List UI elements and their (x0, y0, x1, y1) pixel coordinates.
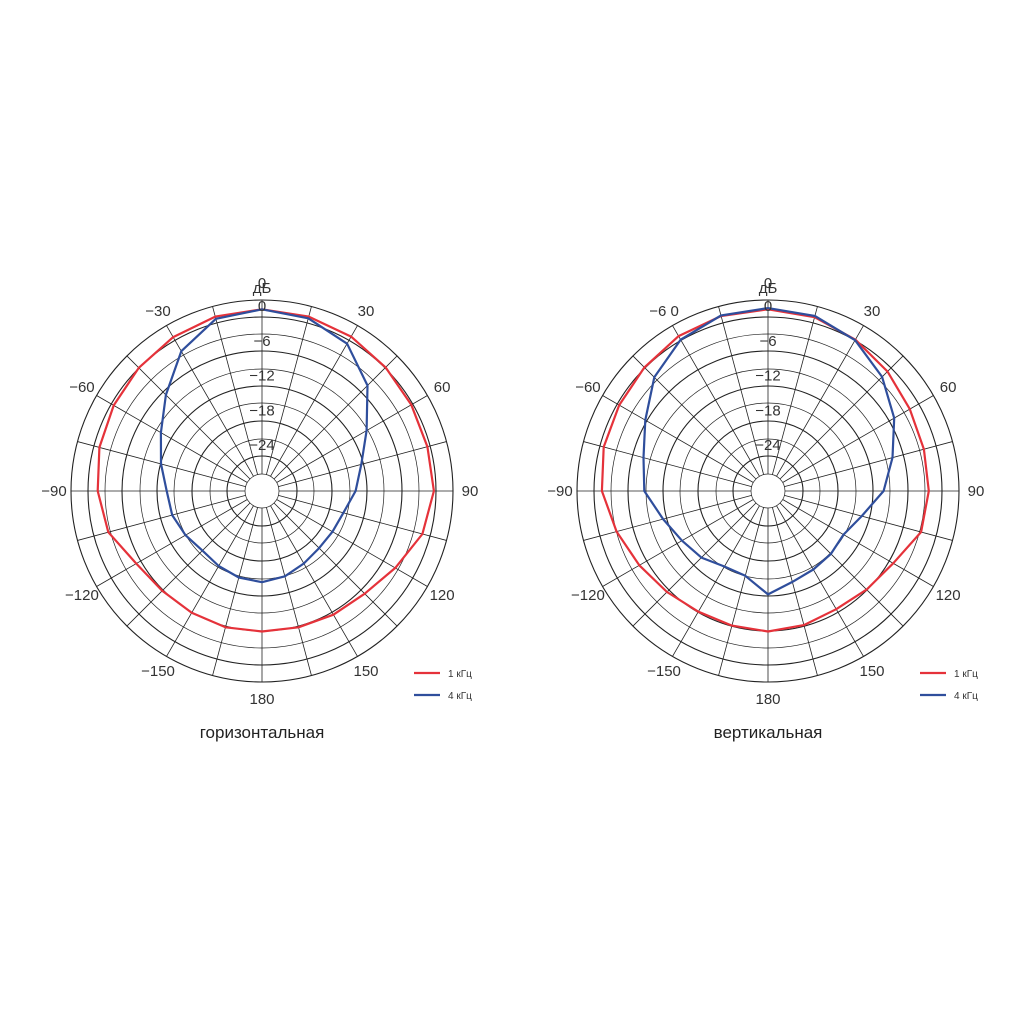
unit-label: дБ (759, 280, 778, 297)
grid-spoke (96, 395, 248, 483)
grid-spoke (782, 499, 934, 587)
legend-vertical: 1 кГц 4 кГц (920, 669, 978, 702)
angle-tick-label: 90 (968, 483, 985, 500)
grid-spoke (718, 507, 764, 676)
grid-spoke (273, 502, 398, 627)
grid-spoke (772, 306, 818, 475)
db-tick-label: −6 (759, 333, 776, 350)
db-tick-label: −12 (755, 368, 780, 385)
grid-spoke (718, 306, 764, 475)
grid-spoke (583, 441, 752, 487)
grid-ring (750, 473, 786, 509)
grid-spoke (276, 499, 428, 587)
grid-spoke (776, 325, 864, 477)
angle-tick-label: 180 (249, 691, 274, 708)
angle-tick-label: 120 (430, 587, 455, 604)
grid-spoke (782, 395, 934, 483)
angle-tick-label: 60 (940, 379, 957, 396)
db-tick-labels: 0 −6 −12 −18 −24 (755, 298, 780, 454)
angle-tick-label: −120 (571, 587, 605, 604)
angle-tick-label: 30 (864, 303, 881, 320)
angle-tick-label: −60 (575, 379, 600, 396)
grid-spoke (779, 355, 904, 480)
grid-spoke (632, 502, 757, 627)
legend-label-4khz: 4 кГц (448, 691, 472, 702)
grid-spoke (583, 495, 752, 541)
angle-tick-label: −90 (547, 483, 572, 500)
series-line-1khz (96, 308, 435, 633)
chart-caption-vertical: вертикальная (714, 723, 823, 742)
angle-tick-label: −6 0 (649, 303, 679, 320)
grid-spoke (212, 507, 258, 676)
db-tick-label: −24 (755, 437, 780, 454)
grid-spoke (266, 306, 312, 475)
grid-spoke (96, 499, 248, 587)
grid-spoke (273, 355, 398, 480)
grid-ring (244, 473, 280, 509)
grid-spoke (672, 325, 760, 477)
grid-spoke (276, 395, 428, 483)
grid-spoke (602, 499, 754, 587)
grid-spoke (784, 495, 953, 541)
angle-tick-label: 30 (358, 303, 375, 320)
unit-label: дБ (253, 280, 272, 297)
db-tick-label: −24 (249, 437, 274, 454)
angle-tick-label: −120 (65, 587, 99, 604)
grid-spoke (779, 502, 904, 627)
legend-horizontal: 1 кГц 4 кГц (414, 669, 472, 702)
grid-spoke (602, 395, 754, 483)
angle-tick-label: −150 (647, 663, 681, 680)
grid-spoke (126, 355, 251, 480)
grid-spoke (776, 505, 864, 657)
angle-tick-label: 150 (859, 663, 884, 680)
angle-tick-label: 120 (936, 587, 961, 604)
angle-tick-label: 0 (764, 275, 772, 292)
polar-chart-horizontal: 0 30 60 90 120 150 180 −150 −120 −90 −60 −30 0 −6 −12… (41, 275, 478, 708)
db-tick-label: −12 (249, 368, 274, 385)
grid-spoke (278, 495, 447, 541)
grid-spoke (270, 325, 358, 477)
series-line-4khz (159, 308, 369, 584)
grid-spoke (632, 355, 757, 480)
legend-label-1khz: 1 кГц (448, 669, 472, 680)
grid-spoke (672, 505, 760, 657)
polar-curves (96, 308, 435, 633)
polar-chart-vertical: 0 30 60 90 120 150 180 −150 −120 −90 −60 −6 0 0 −6 −1… (547, 275, 984, 708)
chart-caption-horizontal: горизонтальная (200, 723, 325, 742)
db-tick-label: −18 (249, 402, 274, 419)
grid-spoke (270, 505, 358, 657)
angle-tick-label: 90 (462, 483, 479, 500)
angle-tick-label: −30 (145, 303, 170, 320)
angle-tick-label: 150 (353, 663, 378, 680)
legend-label-1khz: 1 кГц (954, 669, 978, 680)
legend-label-4khz: 4 кГц (954, 691, 978, 702)
grid-spoke (772, 507, 818, 676)
db-tick-labels: 0 −6 −12 −18 −24 (249, 298, 274, 454)
polar-grid (576, 299, 960, 683)
polar-curves (600, 307, 930, 633)
series-line-1khz (600, 308, 930, 633)
angle-tick-label: 180 (755, 691, 780, 708)
grid-spoke (266, 507, 312, 676)
angle-tick-label: −150 (141, 663, 175, 680)
grid-spoke (126, 502, 251, 627)
angle-tick-label: −90 (41, 483, 66, 500)
grid-spoke (212, 306, 258, 475)
grid-spoke (77, 495, 246, 541)
angle-tick-label: 60 (434, 379, 451, 396)
db-tick-label: 0 (258, 298, 266, 315)
series-line-4khz (642, 307, 896, 596)
db-tick-label: 0 (764, 298, 772, 315)
angle-tick-label: 0 (258, 275, 266, 292)
polar-grid (70, 299, 454, 683)
grid-spoke (166, 505, 254, 657)
db-tick-label: −6 (253, 333, 270, 350)
db-tick-label: −18 (755, 402, 780, 419)
angle-tick-label: −60 (69, 379, 94, 396)
